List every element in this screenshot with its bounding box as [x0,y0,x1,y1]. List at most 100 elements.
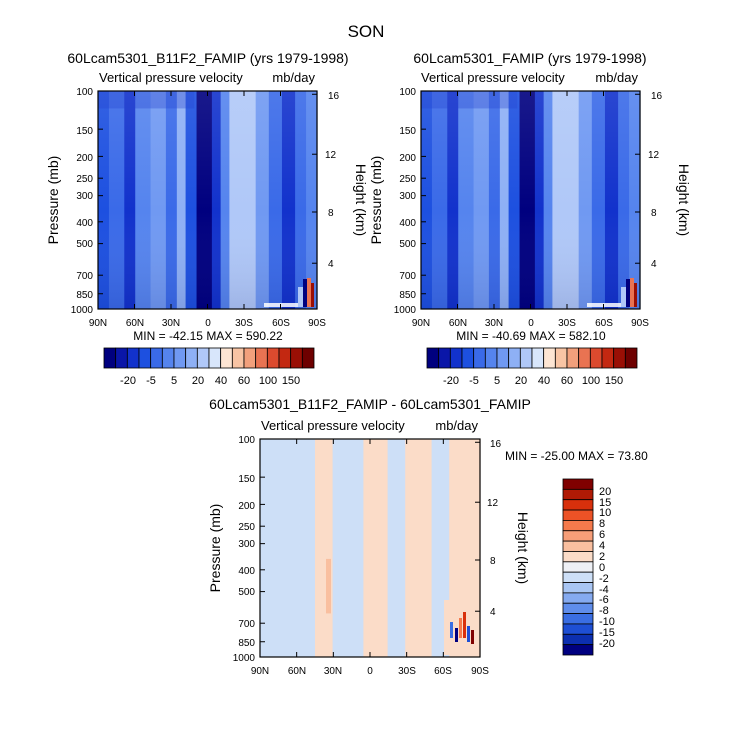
panel-difference: 60Lcam5301_B11F2_FAMIP - 60Lcam5301_FAMI… [207,396,648,677]
y-tick-label: 250 [238,522,255,533]
x-tick-label: 90S [471,666,489,677]
y-axis-label: Pressure (mb) [207,504,223,593]
colorbar-swatch [438,347,451,369]
colorbar-swatch [138,347,152,369]
x-tick-label: 30S [235,318,253,329]
field-band [405,439,433,657]
panel-left: 60Lcam5301_B11F2_FAMIP (yrs 1979-1998) V… [45,50,369,387]
y-tick-label: 500 [76,239,93,250]
colorbar-label: -2 [599,573,609,585]
colorbar-vertical: 20 15 10 8 6 4 2 0 -2 -4 -6 -8 -10 -15 -… [562,478,615,656]
colorbar-swatch [562,571,594,583]
panel-title: 60Lcam5301_B11F2_FAMIP - 60Lcam5301_FAMI… [209,396,531,412]
x-tick-label: 90N [412,318,430,329]
x-tick-label: 60S [595,318,613,329]
colorbar-swatch [243,347,257,369]
y-tick-label-right: 8 [328,208,334,219]
colorbar-swatch [562,499,594,511]
colorbar-label: 20 [599,486,611,498]
colorbar-swatch [473,347,486,369]
y-tick-label-right: 4 [651,259,657,270]
colorbar-label: 60 [238,375,250,387]
y-tick-label: 250 [399,174,416,185]
y-axis-label-right: Height (km) [515,512,531,584]
colorbar-swatch [173,347,187,369]
colorbar-label: -15 [599,627,615,639]
y-tick-label: 400 [76,218,93,229]
panel-title: 60Lcam5301_B11F2_FAMIP (yrs 1979-1998) [67,50,348,66]
surface-features [444,600,476,655]
y-tick-label: 300 [76,191,93,202]
field-band [332,439,364,657]
x-tick-label: 30N [324,666,342,677]
colorbar-label: 10 [599,507,611,519]
colorbar-swatch [562,530,594,542]
colorbar-swatch [566,347,580,369]
x-tick-label: 30N [485,318,503,329]
colorbar-label: -5 [469,375,479,387]
colorbar-swatch [508,347,521,369]
y-tick-label: 400 [399,218,416,229]
min-max-text: MIN = -40.69 MAX = 582.10 [456,329,606,343]
y-tick-label-right: 16 [490,439,502,450]
colorbar-label: -10 [599,616,615,628]
colorbar-swatch [231,347,245,369]
colorbar-label: 5 [171,375,177,387]
colorbar-label: 5 [494,375,500,387]
subtitle-left: Vertical pressure velocity [261,418,405,433]
colorbar-swatch [103,347,117,369]
x-tick-label: 90N [251,666,269,677]
colorbar-label: -20 [120,375,136,387]
colorbar-swatch [562,644,594,656]
y-tick-label: 250 [76,174,93,185]
colorbar-swatch [578,347,591,369]
x-tick-label: 60S [272,318,290,329]
colorbar-swatch [562,582,594,594]
x-tick-label: 90S [308,318,326,329]
colorbar-label: 15 [599,497,611,509]
colorbar-label: 6 [599,529,605,541]
min-max-text: MIN = -25.00 MAX = 73.80 [505,449,648,463]
y-tick-label: 700 [399,271,416,282]
colorbar-label: 100 [582,375,600,387]
field-band [315,439,334,657]
colorbar-label: -20 [443,375,459,387]
colorbar-swatch [562,488,594,501]
colorbar-swatch [562,540,594,552]
y-tick-label: 500 [399,239,416,250]
colorbar-swatch [496,347,510,369]
x-tick-label: 90N [89,318,107,329]
x-tick-label: 0 [528,318,534,329]
y-tick-label: 100 [399,87,416,98]
colorbar-swatch [531,347,545,369]
panel-right: 60Lcam5301_FAMIP (yrs 1979-1998) Vertica… [368,50,692,387]
field-band [326,558,331,614]
y-tick-label: 200 [76,153,93,164]
x-tick-label: 30S [558,318,576,329]
plot-area [259,438,481,658]
y-tick-label: 300 [238,539,255,550]
subtitle-right: mb/day [272,70,315,85]
colorbar-swatch [278,347,292,369]
colorbar-label: -20 [599,638,615,650]
field-band [387,439,406,657]
colorbar-label: 40 [538,375,550,387]
colorbar-swatch [150,347,163,369]
colorbar: -20 -5 5 20 40 60 100 150 [103,347,315,387]
x-tick-label: 60N [126,318,144,329]
colorbar-swatch [562,520,594,532]
y-tick-label-right: 16 [651,91,663,102]
colorbar-swatch [624,347,638,369]
colorbar-swatch [562,551,594,563]
y-tick-label-right: 4 [328,259,334,270]
colorbar-swatch [426,347,440,369]
subtitle-left: Vertical pressure velocity [99,70,243,85]
colorbar-label: 20 [515,375,527,387]
subtitle-right: mb/day [435,418,478,433]
colorbar-label: 40 [215,375,227,387]
colorbar-swatch [562,561,594,573]
y-tick-label: 850 [399,290,416,301]
x-tick-label: 60N [449,318,467,329]
y-tick-label: 850 [238,638,255,649]
